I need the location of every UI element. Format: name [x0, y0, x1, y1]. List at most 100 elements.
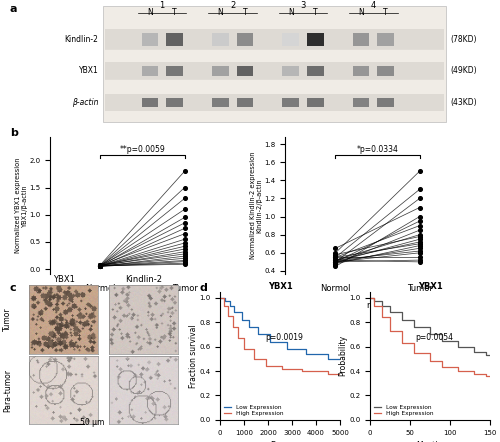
Y-axis label: Fraction survival: Fraction survival — [188, 324, 198, 388]
Point — [332, 245, 340, 252]
Bar — [282, 66, 299, 76]
Text: 3: 3 — [300, 1, 306, 11]
Point — [332, 256, 340, 263]
Text: N: N — [358, 8, 364, 17]
Bar — [236, 33, 254, 46]
Point — [180, 230, 188, 237]
Text: b: b — [10, 128, 18, 138]
Point — [332, 260, 340, 267]
Bar — [236, 98, 254, 107]
Point — [96, 262, 104, 269]
Point — [180, 184, 188, 191]
Point — [180, 252, 188, 259]
Bar — [378, 66, 394, 76]
Point — [180, 219, 188, 226]
Point — [416, 213, 424, 220]
Point — [96, 263, 104, 270]
Point — [416, 233, 424, 240]
Bar — [166, 33, 183, 46]
Point — [180, 257, 188, 264]
Point — [180, 195, 188, 202]
Point — [332, 256, 340, 263]
Text: n=20: n=20 — [366, 301, 389, 310]
Point — [416, 240, 424, 248]
Point — [180, 225, 188, 232]
Text: 4: 4 — [371, 1, 376, 11]
Text: (49KD): (49KD) — [450, 66, 477, 75]
Point — [416, 217, 424, 225]
Text: p=0.0054: p=0.0054 — [416, 333, 454, 343]
Text: 1: 1 — [160, 1, 165, 11]
Text: (78KD): (78KD) — [450, 35, 477, 44]
Point — [96, 263, 104, 270]
Bar — [105, 62, 444, 80]
Point — [332, 249, 340, 256]
Bar — [378, 33, 394, 46]
Text: N: N — [288, 8, 294, 17]
Text: n=20: n=20 — [131, 301, 154, 310]
Legend: Low Expression, High Expression: Low Expression, High Expression — [223, 403, 284, 417]
Point — [180, 240, 188, 247]
Point — [180, 255, 188, 262]
Point — [180, 259, 188, 267]
Bar — [142, 66, 158, 76]
Point — [96, 262, 104, 269]
Point — [180, 261, 188, 268]
Text: a: a — [10, 4, 18, 15]
Text: YBX1: YBX1 — [78, 66, 98, 75]
Bar — [307, 33, 324, 46]
Point — [332, 263, 340, 270]
Point — [416, 248, 424, 255]
Bar — [307, 66, 324, 76]
Point — [332, 259, 340, 266]
Bar — [142, 98, 158, 107]
Point — [416, 256, 424, 263]
Text: N: N — [147, 8, 153, 17]
Point — [96, 262, 104, 269]
Bar — [166, 98, 183, 107]
Title: YBX1: YBX1 — [418, 282, 442, 291]
Point — [416, 249, 424, 256]
Point — [332, 256, 340, 263]
Title: YBX1: YBX1 — [53, 275, 74, 284]
Bar — [142, 33, 158, 46]
Point — [416, 254, 424, 261]
Point — [96, 262, 104, 269]
Point — [332, 259, 340, 266]
Text: *p=0.0334: *p=0.0334 — [356, 145, 399, 154]
Point — [416, 186, 424, 193]
Bar — [282, 33, 299, 46]
Point — [96, 263, 104, 270]
Point — [416, 231, 424, 238]
X-axis label: Months: Months — [416, 441, 444, 442]
X-axis label: Days: Days — [270, 441, 289, 442]
Text: β-actin: β-actin — [72, 98, 99, 107]
Bar — [352, 66, 370, 76]
Point — [96, 263, 104, 270]
Text: p=0.0019: p=0.0019 — [266, 333, 304, 343]
Text: Para-tumor: Para-tumor — [4, 369, 13, 412]
Text: c: c — [10, 283, 16, 293]
Bar — [352, 98, 370, 107]
Point — [96, 263, 104, 270]
Point — [180, 236, 188, 243]
Text: N: N — [218, 8, 223, 17]
Point — [180, 243, 188, 250]
Point — [180, 250, 188, 257]
Title: Kindlin-2: Kindlin-2 — [125, 275, 162, 284]
Point — [332, 259, 340, 266]
Point — [180, 245, 188, 252]
Point — [416, 168, 424, 175]
Text: T: T — [313, 8, 318, 17]
Point — [416, 259, 424, 266]
Point — [416, 236, 424, 243]
Y-axis label: Normalized YBX1 expression
YBX1/β-actin: Normalized YBX1 expression YBX1/β-actin — [14, 158, 28, 253]
Point — [332, 260, 340, 267]
Point — [96, 263, 104, 270]
Point — [416, 195, 424, 202]
Bar — [378, 98, 394, 107]
Point — [180, 168, 188, 175]
Point — [332, 254, 340, 261]
Text: T: T — [242, 8, 247, 17]
Point — [96, 263, 104, 270]
